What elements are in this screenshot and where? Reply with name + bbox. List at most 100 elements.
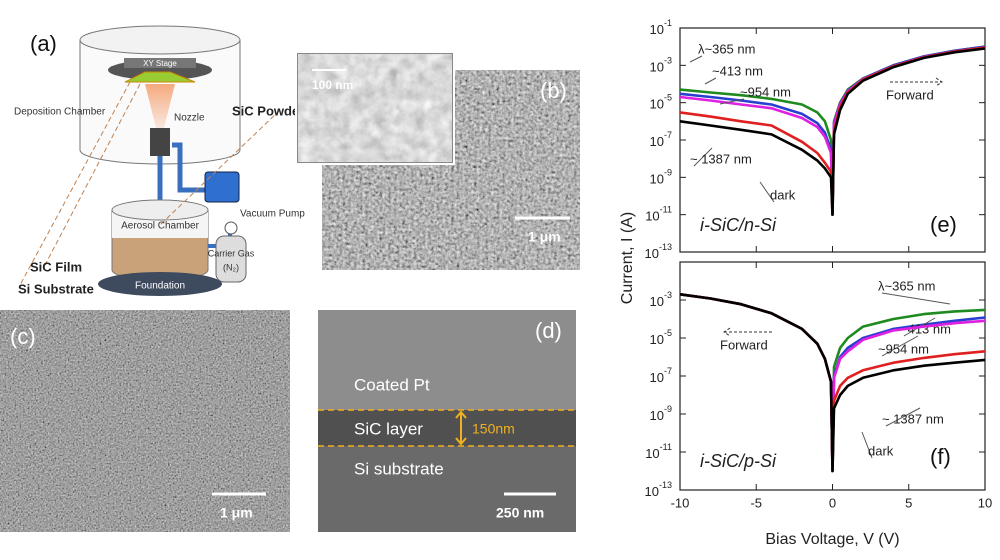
- annotation-arrow: [861, 431, 873, 459]
- y-tick-exponent: -3: [664, 56, 672, 66]
- annotation-arrow: [719, 98, 745, 105]
- y-tick-label: 10-11: [645, 442, 672, 461]
- x-axis-title: Bias Voltage, V (V): [765, 531, 899, 548]
- layer-label: Coated Pt: [354, 375, 430, 394]
- inset-image: [298, 54, 452, 162]
- y-tick-base: 10: [645, 484, 659, 499]
- data-line: [679, 47, 986, 216]
- y-tick-exponent: -11: [660, 205, 672, 215]
- y-tick-exponent: -9: [664, 168, 672, 178]
- device-label: i-SiC/n-Si: [700, 215, 777, 235]
- panel-label: (d): [535, 318, 562, 343]
- y-tick-exponent: -9: [664, 404, 672, 414]
- y-tick-base: 10: [650, 294, 664, 309]
- y-tick-base: 10: [645, 209, 659, 224]
- layer-label: SiC layer: [354, 419, 423, 438]
- y-tick-base: 10: [650, 22, 664, 37]
- diagram: (a) XY Stage Deposition Chamber Nozzle S…: [14, 25, 305, 296]
- y-tick-base: 10: [645, 246, 659, 261]
- pt-layer: [318, 310, 576, 410]
- y-tick-exponent: -3: [664, 290, 672, 300]
- y-tick-base: 10: [650, 370, 664, 385]
- annotation: Forward: [886, 87, 934, 102]
- layer-label: Si substrate: [354, 459, 444, 478]
- sem-image-d: (d) Coated Pt SiC layer 150nm Si substra…: [318, 310, 576, 532]
- xy-stage-top: [124, 58, 196, 68]
- y-tick-base: 10: [650, 97, 664, 112]
- diagram-label: Deposition Chamber: [14, 107, 106, 118]
- panel-label: (c): [10, 324, 36, 349]
- annotation-arrow: [693, 147, 713, 167]
- forward-arrow: [723, 327, 772, 337]
- scale-label: 1 μm: [220, 505, 253, 521]
- panel-label: (e): [930, 212, 957, 237]
- y-tick-exponent: -7: [664, 130, 672, 140]
- y-tick-base: 10: [650, 332, 664, 347]
- thickness-label: 150nm: [472, 421, 515, 437]
- y-tick-exponent: -13: [659, 480, 672, 490]
- thickness-arrow: [455, 410, 467, 446]
- y-tick-label: 10-7: [650, 366, 672, 385]
- sic-layer: [318, 410, 576, 446]
- x-tick-label: -5: [750, 495, 762, 510]
- series-label: ~ 1387 nm: [690, 151, 752, 166]
- spray: [145, 84, 175, 128]
- y-tick-exponent: -1: [664, 18, 672, 28]
- aerosol-top: [111, 199, 209, 221]
- scale-label: 100 nm: [312, 78, 353, 92]
- series-label: ~954 nm: [740, 84, 791, 99]
- panel-label: (b): [540, 78, 567, 103]
- y-tick-exponent: -7: [664, 366, 672, 376]
- y-tick-exponent: -5: [664, 328, 672, 338]
- annotation-arrow: [881, 335, 919, 357]
- diagram-label: (N₂): [223, 262, 239, 272]
- y-tick-label: 10-1: [650, 18, 672, 37]
- foundation: [98, 272, 222, 296]
- y-tick-label: 10-9: [650, 404, 672, 423]
- y-tick-base: 10: [645, 446, 659, 461]
- diagram-label: Aerosol Chamber: [121, 221, 199, 232]
- scale-label: 250 nm: [496, 505, 544, 521]
- nozzle: [150, 128, 170, 156]
- x-tick-label: -10: [671, 495, 690, 510]
- annotation-arrow: [689, 55, 703, 63]
- data-line: [679, 293, 986, 473]
- y-tick-label: 10-5: [650, 328, 672, 347]
- panel-label: (a): [30, 31, 57, 56]
- substrate: [124, 71, 196, 83]
- x-tick-label: 5: [905, 495, 912, 510]
- gas-valve: [224, 221, 238, 235]
- diagram-label: SiC Powder: [232, 103, 304, 118]
- series-label: ~ 1387 nm: [882, 411, 944, 426]
- series-label: λ~365 nm: [698, 41, 755, 56]
- chamber-top: [79, 25, 241, 55]
- y-tick-label: 10-7: [650, 130, 672, 149]
- series-label: dark: [770, 187, 796, 202]
- annotation-arrow: [881, 292, 951, 305]
- y-tick-exponent: -5: [664, 93, 672, 103]
- diagram-label: Si Substrate: [18, 281, 94, 296]
- series-label: ~413 nm: [712, 63, 763, 78]
- diagram-label: Foundation: [135, 281, 185, 292]
- diagram-label: Carrier Gas: [208, 248, 255, 258]
- y-tick-base: 10: [650, 172, 664, 187]
- y-tick-base: 10: [650, 60, 664, 75]
- film-leader: [19, 81, 141, 286]
- y-axis-title: Current, I (A): [619, 212, 636, 304]
- y-tick-label: 10-11: [645, 205, 672, 224]
- y-tick-label: 10-5: [650, 93, 672, 112]
- y-tick-base: 10: [650, 134, 664, 149]
- annotation: Forward: [720, 337, 768, 352]
- sem-image: [0, 310, 290, 532]
- scale-label: 1 μm: [528, 229, 561, 245]
- vacuum-pump: [204, 171, 240, 203]
- annotation-arrow: [704, 77, 717, 85]
- x-tick-label: 10: [978, 495, 992, 510]
- y-tick-label: 10-3: [650, 290, 672, 309]
- diagram-label: Vacuum Pump: [240, 209, 305, 220]
- gas-bottle: [215, 235, 247, 283]
- y-tick-label: 10-13: [645, 242, 672, 261]
- series-label: dark: [868, 443, 894, 458]
- powder-leader: [159, 109, 281, 226]
